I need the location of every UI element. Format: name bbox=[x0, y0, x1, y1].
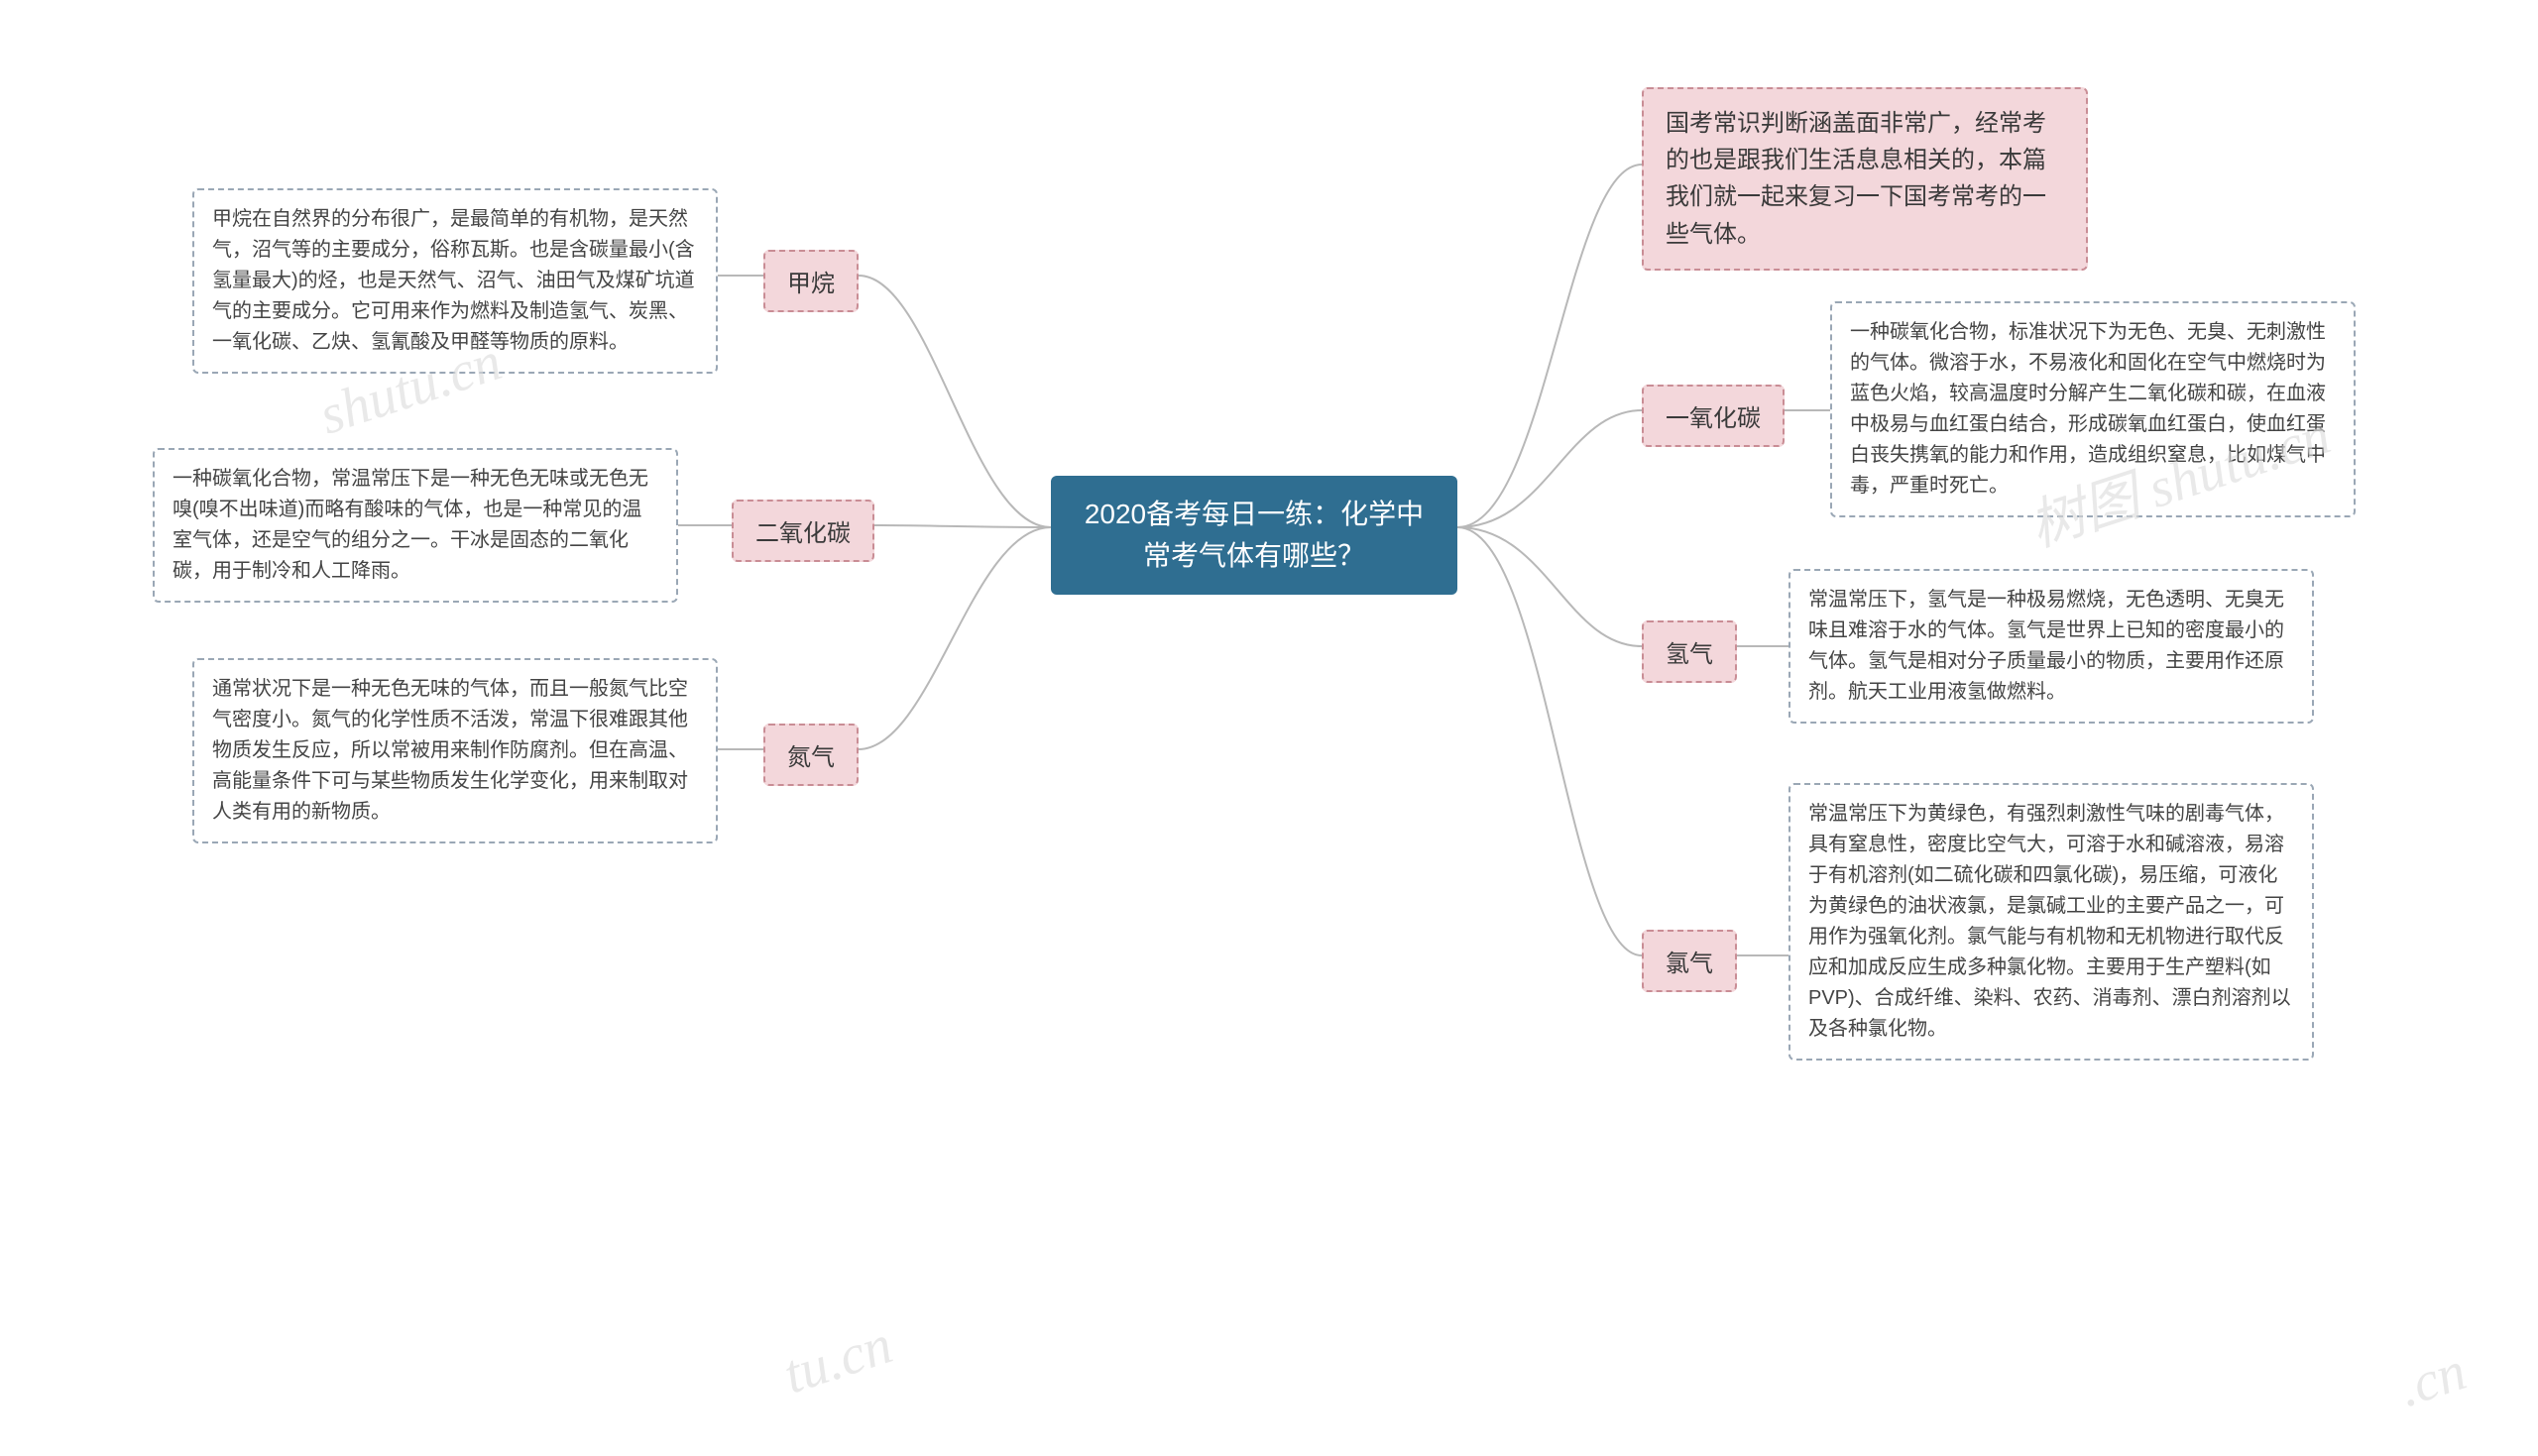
desc-hydrogen: 常温常压下，氢气是一种极易燃烧，无色透明、无臭无味且难溶于水的气体。氢气是世界上… bbox=[1788, 569, 2314, 724]
mindmap-canvas: 2020备考每日一练：化学中常考气体有哪些？ 甲烷 甲烷在自然界的分布很广，是最… bbox=[0, 0, 2538, 1456]
desc-text: 常温常压下，氢气是一种极易燃烧，无色透明、无臭无味且难溶于水的气体。氢气是世界上… bbox=[1808, 589, 2284, 703]
topic-label: 二氧化碳 bbox=[755, 520, 851, 547]
topic-nitrogen[interactable]: 氮气 bbox=[763, 724, 859, 786]
desc-text: 甲烷在自然界的分布很广，是最简单的有机物，是天然气，沼气等的主要成分，俗称瓦斯。… bbox=[212, 208, 695, 353]
desc-co: 一种碳氧化合物，标准状况下为无色、无臭、无刺激性的气体。微溶于水，不易液化和固化… bbox=[1830, 301, 2356, 517]
desc-text: 常温常压下为黄绿色，有强烈刺激性气味的剧毒气体，具有窒息性，密度比空气大，可溶于… bbox=[1808, 803, 2291, 1040]
desc-text: 一种碳氧化合物，标准状况下为无色、无臭、无刺激性的气体。微溶于水，不易液化和固化… bbox=[1850, 321, 2326, 497]
desc-text: 一种碳氧化合物，常温常压下是一种无色无味或无色无嗅(嗅不出味道)而略有酸味的气体… bbox=[173, 468, 648, 582]
topic-label: 甲烷 bbox=[787, 271, 835, 297]
topic-co2[interactable]: 二氧化碳 bbox=[732, 500, 874, 562]
topic-hydrogen[interactable]: 氢气 bbox=[1642, 620, 1737, 683]
desc-text: 国考常识判断涵盖面非常广，经常考的也是跟我们生活息息相关的，本篇我们就一起来复习… bbox=[1666, 110, 2046, 248]
desc-chlorine: 常温常压下为黄绿色，有强烈刺激性气味的剧毒气体，具有窒息性，密度比空气大，可溶于… bbox=[1788, 783, 2314, 1061]
topic-label: 氢气 bbox=[1666, 641, 1713, 668]
desc-methane: 甲烷在自然界的分布很广，是最简单的有机物，是天然气，沼气等的主要成分，俗称瓦斯。… bbox=[192, 188, 718, 374]
topic-co[interactable]: 一氧化碳 bbox=[1642, 385, 1785, 447]
root-text: 2020备考每日一练：化学中常考气体有哪些？ bbox=[1085, 499, 1424, 571]
desc-nitrogen: 通常状况下是一种无色无味的气体，而且一般氮气比空气密度小。氮气的化学性质不活泼，… bbox=[192, 658, 718, 843]
root-node[interactable]: 2020备考每日一练：化学中常考气体有哪些？ bbox=[1051, 476, 1457, 595]
topic-methane[interactable]: 甲烷 bbox=[763, 250, 859, 312]
desc-intro: 国考常识判断涵盖面非常广，经常考的也是跟我们生活息息相关的，本篇我们就一起来复习… bbox=[1642, 87, 2088, 271]
desc-co2: 一种碳氧化合物，常温常压下是一种无色无味或无色无嗅(嗅不出味道)而略有酸味的气体… bbox=[153, 448, 678, 603]
watermark: tu.cn bbox=[776, 1313, 900, 1407]
watermark: .cn bbox=[2391, 1339, 2474, 1420]
topic-chlorine[interactable]: 氯气 bbox=[1642, 930, 1737, 992]
topic-label: 氮气 bbox=[787, 744, 835, 771]
topic-label: 氯气 bbox=[1666, 951, 1713, 977]
topic-label: 一氧化碳 bbox=[1666, 405, 1761, 432]
desc-text: 通常状况下是一种无色无味的气体，而且一般氮气比空气密度小。氮气的化学性质不活泼，… bbox=[212, 678, 688, 823]
